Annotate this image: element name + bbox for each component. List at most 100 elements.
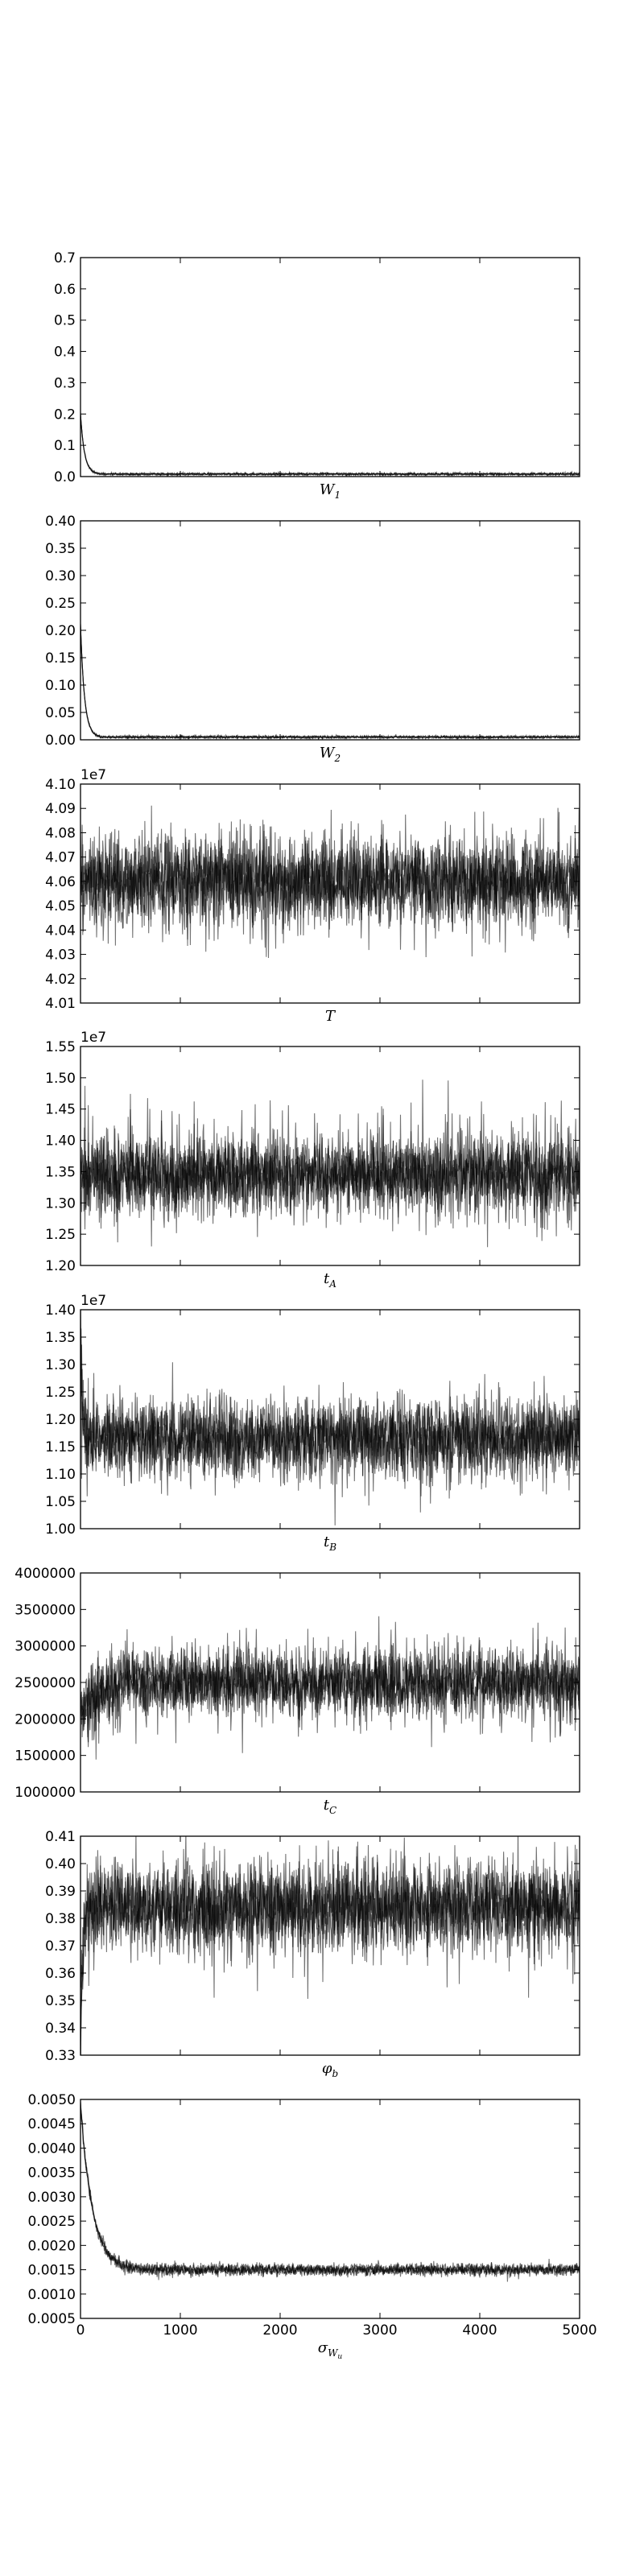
plot-frame <box>80 783 580 1004</box>
y-tick-label: 0.10 <box>45 678 76 694</box>
trace-panel-phi_b: 0.33 0.34 0.35 0.36 0.37 0.38 0.39 0.40 0.41 φb <box>45 1829 580 2079</box>
x-axis-label: tA <box>324 1270 336 1290</box>
y-tick-label: 1500000 <box>14 1748 76 1765</box>
y-tick-label: 0.0045 <box>28 2116 76 2132</box>
y-tick-label: 1.30 <box>45 1195 76 1212</box>
y-tick-label: 1.05 <box>45 1494 76 1510</box>
y-tick-label: 4.05 <box>45 898 76 914</box>
y-tick-label: 0.0 <box>54 469 76 485</box>
y-tick-label: 1.00 <box>45 1521 76 1538</box>
y-tick-label: 0.7 <box>54 250 76 266</box>
x-tick-label: 5000 <box>562 2322 597 2339</box>
y-tick-label: 0.37 <box>45 1938 76 1955</box>
trace-line-W_2-chain-2 <box>80 624 580 740</box>
trace-line-W_2-chain-4 <box>80 625 580 740</box>
trace-line-t_C-chain-4 <box>80 1616 580 1760</box>
y-tick-label: 4.01 <box>45 996 76 1012</box>
trace-line-T-chain-4 <box>80 805 580 957</box>
y-tick-label: 0.1 <box>54 438 76 454</box>
y-tick-label: 1.40 <box>45 1133 76 1150</box>
plot-frame <box>80 2099 580 2319</box>
trace-line-W_1-chain-4 <box>80 415 580 477</box>
y-tick-label: 0.15 <box>45 650 76 667</box>
y-tick-label: 4.03 <box>45 947 76 964</box>
trace-line-W_1-chain-3 <box>80 415 580 477</box>
plot-frame <box>80 1835 580 2056</box>
trace-panel-W_2: 0.00 0.05 0.10 0.15 0.20 0.25 0.30 0.35 0.40 W2 <box>45 514 580 764</box>
x-axis-label: W1 <box>320 481 341 501</box>
y-tick-label: 0.4 <box>54 345 76 361</box>
y-tick-label: 1.45 <box>45 1102 76 1118</box>
y-tick-label: 1.20 <box>45 1258 76 1274</box>
trace-panel-W_1: 0.0 0.1 0.2 0.3 0.4 0.5 0.6 0.7 W1 <box>54 250 580 501</box>
y-tick-label: 4.08 <box>45 825 76 841</box>
y-tick-label: 1.50 <box>45 1071 76 1087</box>
y-tick-label: 1.15 <box>45 1439 76 1455</box>
y-tick-label: 1.20 <box>45 1412 76 1428</box>
y-tick-label: 2500000 <box>14 1675 76 1691</box>
y-tick-label: 0.0040 <box>28 2140 76 2157</box>
trace-line-W_2-chain-3 <box>80 624 580 740</box>
x-axis-label: W2 <box>320 745 341 764</box>
y-tick-label: 3500000 <box>14 1602 76 1618</box>
plot-frame <box>80 1046 580 1266</box>
y-tick-label: 1.25 <box>45 1227 76 1243</box>
y-tick-label: 0.35 <box>45 1993 76 2009</box>
y-tick-label: 0.39 <box>45 1884 76 1900</box>
trace-line-sigma_W_u-chain-3 <box>80 2102 580 2278</box>
y-tick-label: 4.07 <box>45 850 76 866</box>
y-tick-label: 0.35 <box>45 541 76 557</box>
y-tick-label: 0.0035 <box>28 2165 76 2182</box>
y-tick-label: 1.10 <box>45 1467 76 1483</box>
y-tick-label: 3000000 <box>14 1639 76 1655</box>
y-tick-label: 0.30 <box>45 568 76 584</box>
trace-line-t_B-chain-4 <box>80 1327 580 1496</box>
y-tick-label: 0.0010 <box>28 2287 76 2303</box>
y-tick-label: 0.38 <box>45 1911 76 1927</box>
y-tick-label: 1000000 <box>14 1785 76 1801</box>
trace-panel-T: 4.01 4.02 4.03 4.04 4.05 4.06 4.07 4.08 4.09 4.10… <box>45 767 580 1025</box>
y-tick-label: 4.10 <box>45 777 76 793</box>
y-tick-label: 1.55 <box>45 1039 76 1055</box>
y-tick-label: 4000000 <box>14 1566 76 1582</box>
x-axis-label: σWu <box>318 2339 343 2361</box>
trace-line-W_1-chain-1 <box>80 412 580 477</box>
y-tick-label: 0.40 <box>45 514 76 530</box>
trace-panel-t_C: 1000000 1500000 2000000 2500000 3000000 35000… <box>14 1566 580 1816</box>
trace-line-t_A-chain-4 <box>80 1098 580 1230</box>
y-tick-label: 1.35 <box>45 1330 76 1346</box>
x-axis-label: tC <box>324 1797 336 1816</box>
y-tick-label: 1.35 <box>45 1164 76 1180</box>
trace-line-phi_b-chain-4 <box>80 1836 580 2055</box>
x-tick-label: 1000 <box>163 2322 197 2339</box>
y-tick-label: 0.41 <box>45 1829 76 1845</box>
trace-line-sigma_W_u-chain-4 <box>80 2100 580 2280</box>
trace-line-t_B-chain-3 <box>80 1328 580 1506</box>
x-tick-label: 0 <box>76 2322 85 2339</box>
y-tick-label: 1.40 <box>45 1302 76 1319</box>
y-tick-label: 0.3 <box>54 375 76 391</box>
y-tick-label: 0.0050 <box>28 2092 76 2108</box>
axis-offset-label: 1e7 <box>80 1293 106 1309</box>
y-tick-label: 0.0020 <box>28 2238 76 2254</box>
x-axis-label: φb <box>322 2060 338 2079</box>
trace-line-W_2-chain-1 <box>80 624 580 740</box>
y-tick-label: 0.40 <box>45 1856 76 1872</box>
y-tick-label: 0.0005 <box>28 2311 76 2327</box>
y-tick-label: 0.33 <box>45 2048 76 2064</box>
y-tick-label: 0.6 <box>54 282 76 298</box>
x-tick-label: 2000 <box>262 2322 297 2339</box>
y-tick-label: 0.0030 <box>28 2190 76 2206</box>
y-tick-label: 0.2 <box>54 407 76 423</box>
y-tick-label: 1.30 <box>45 1357 76 1373</box>
trace-panel-sigma_W_u: 0.0005 0.0010 0.0015 0.0020 0.0025 0.0030 0.00… <box>28 2092 597 2361</box>
y-tick-label: 2000000 <box>14 1711 76 1728</box>
plot-frame <box>80 520 580 741</box>
y-tick-label: 4.06 <box>45 874 76 890</box>
x-tick-label: 4000 <box>462 2322 497 2339</box>
y-tick-label: 4.04 <box>45 923 76 939</box>
trace-line-sigma_W_u-chain-1 <box>80 2102 580 2278</box>
y-tick-label: 0.0015 <box>28 2263 76 2279</box>
